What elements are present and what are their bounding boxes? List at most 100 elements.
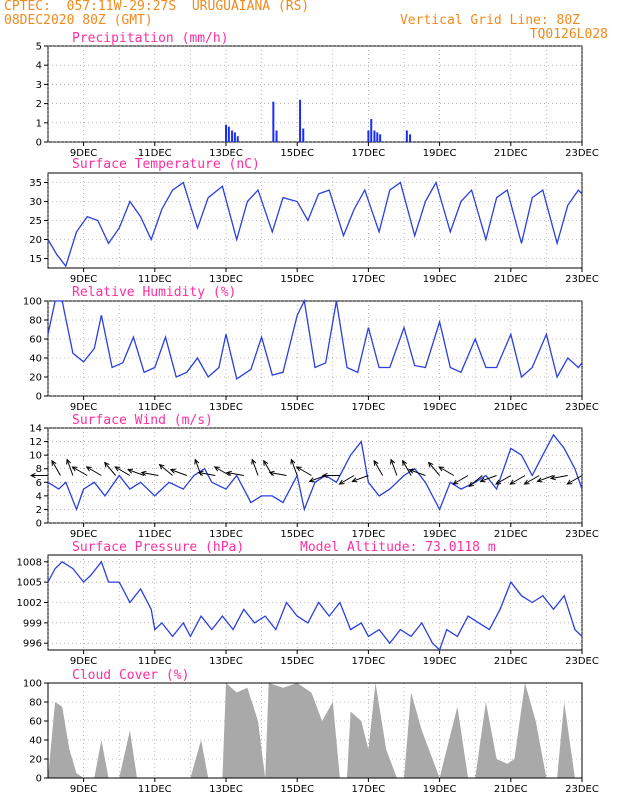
- cloud-title: Cloud Cover (%): [72, 668, 189, 683]
- wind-arrow: [409, 469, 426, 476]
- wind-arrow: [524, 475, 540, 485]
- wind-arrow-head: [158, 463, 165, 470]
- cloud-cover-area: [48, 683, 582, 778]
- wind-arrow-head: [290, 458, 296, 465]
- temp-xtick-label: 15DEC: [280, 274, 314, 285]
- precip-bar: [373, 130, 376, 142]
- wind-arrow-head: [438, 466, 445, 472]
- rh-panel: 0 20 40 60 80 100 9DEC 11DEC 13DEC 15DEC 17DEC 19DE…: [23, 285, 599, 413]
- temp-ytick-label: 30: [29, 197, 42, 208]
- wind-arrow-head: [127, 468, 134, 474]
- wind-arrow: [537, 475, 554, 482]
- cloud-xtick-label: 9DEC: [70, 784, 97, 795]
- cloud-xtick-label: 17DEC: [352, 784, 386, 795]
- precip-bar: [225, 124, 227, 142]
- pres-xtick-label: 9DEC: [70, 656, 97, 667]
- rh-ytick-label: 40: [29, 354, 42, 365]
- temp-xtick-label: 23DEC: [565, 274, 599, 285]
- wind-arrow: [428, 462, 440, 476]
- wind-ytick-label: 12: [29, 437, 42, 448]
- wind-arrow-head: [427, 461, 434, 468]
- wind-ytick-label: 10: [29, 451, 42, 462]
- temp-xtick-label: 21DEC: [494, 274, 528, 285]
- wind-arrow: [141, 472, 159, 476]
- wind-arrow-head: [549, 475, 556, 481]
- wind-arrow: [51, 460, 61, 476]
- wind-arrow: [86, 466, 102, 476]
- precip-xtick-label: 13DEC: [209, 148, 243, 159]
- pres-subtitle: Model Altitude: 73.0118 m: [300, 540, 496, 555]
- rh-ytick-label: 100: [23, 297, 42, 308]
- wind-xtick-label: 19DEC: [423, 529, 457, 540]
- cloud-ytick-label: 0: [36, 774, 42, 785]
- precip-ytick-label: 3: [36, 80, 42, 91]
- wind-arrow-head: [29, 472, 36, 479]
- cloud-xtick-label: 23DEC: [565, 784, 599, 795]
- rh-title: Relative Humidity (%): [72, 285, 236, 300]
- temp-xtick-label: 17DEC: [352, 274, 386, 285]
- wind-ytick-label: 8: [36, 464, 42, 475]
- precip-xtick-label: 11DEC: [138, 148, 172, 159]
- temp-series-line: [47, 180, 583, 268]
- wind-arrow-head: [71, 466, 78, 472]
- wind-arrow: [72, 466, 88, 476]
- wind-arrow-head: [321, 472, 328, 479]
- cloud-xtick-label: 13DEC: [209, 784, 243, 795]
- rh-frame: [47, 300, 583, 397]
- rh-xtick-label: 9DEC: [70, 402, 97, 413]
- cloud-panel: 0 20 40 60 80 100 9DEC 11DEC 13DEC 15DEC 17DEC 19DE…: [23, 668, 599, 795]
- precip-bar: [272, 101, 275, 142]
- rh-xtick-label: 17DEC: [352, 402, 386, 413]
- wind-arrow-head: [194, 458, 200, 465]
- wind-arrow-head: [295, 466, 302, 472]
- header-model-id: TQ0126L028: [529, 27, 608, 42]
- precip-ytick-label: 0: [36, 138, 42, 149]
- wind-arrow: [251, 459, 259, 476]
- wind-panel: 0 2 4 6 8 10 12 14 9DEC 11DEC 13DEC 15DEC 17DEC 19DEC…: [29, 413, 599, 540]
- precip-bar: [236, 136, 239, 142]
- wind-xtick-label: 11DEC: [138, 529, 172, 540]
- precip-ytick-label: 1: [36, 118, 42, 129]
- precip-xtick-label: 23DEC: [565, 148, 599, 159]
- wind-arrow: [495, 475, 512, 485]
- wind-arrow-head: [495, 479, 502, 485]
- temp-xtick-label: 11DEC: [138, 274, 172, 285]
- rh-ytick-label: 60: [29, 335, 42, 346]
- precip-xtick-label: 21DEC: [494, 148, 528, 159]
- wind-arrow: [373, 460, 384, 476]
- temp-title: Surface Temperature (nC): [72, 157, 260, 172]
- wind-arrow: [390, 459, 398, 476]
- precip-xtick-label: 15DEC: [280, 148, 314, 159]
- wind-xtick-label: 13DEC: [209, 529, 243, 540]
- wind-arrow-head: [452, 479, 459, 485]
- pres-ytick-label: 999: [23, 618, 42, 629]
- wind-arrow: [198, 472, 216, 476]
- wind-arrow: [159, 464, 173, 476]
- wind-arrow: [226, 472, 244, 476]
- wind-arrow: [309, 475, 326, 482]
- precip-bar: [231, 130, 234, 142]
- wind-xtick-label: 15DEC: [280, 529, 314, 540]
- precip-ytick-label: 2: [36, 99, 42, 110]
- wind-arrow-head: [114, 466, 121, 472]
- wind-ytick-label: 14: [29, 424, 42, 435]
- precip-bar: [405, 130, 408, 142]
- wind-arrow-head: [479, 477, 486, 483]
- rh-series-line: [47, 298, 583, 380]
- pres-xtick-label: 15DEC: [280, 656, 314, 667]
- wind-series-line: [47, 433, 583, 512]
- wind-arrow: [214, 466, 230, 476]
- precip-bar: [379, 134, 382, 142]
- header-grid-line: Vertical Grid Line: 80Z: [399, 13, 580, 28]
- wind-xtick-label: 17DEC: [352, 529, 386, 540]
- wind-arrow-head: [213, 466, 220, 472]
- wind-ytick-label: 6: [36, 478, 42, 489]
- wind-arrow-head: [66, 458, 72, 465]
- precip-ytick-label: 5: [36, 42, 42, 53]
- temp-ytick-label: 25: [29, 216, 42, 227]
- wind-xtick-label: 23DEC: [565, 529, 599, 540]
- precip-bar: [409, 134, 412, 142]
- wind-arrow-head: [536, 477, 543, 483]
- temp-ytick-label: 15: [29, 254, 42, 265]
- wind-arrow-head: [169, 468, 176, 474]
